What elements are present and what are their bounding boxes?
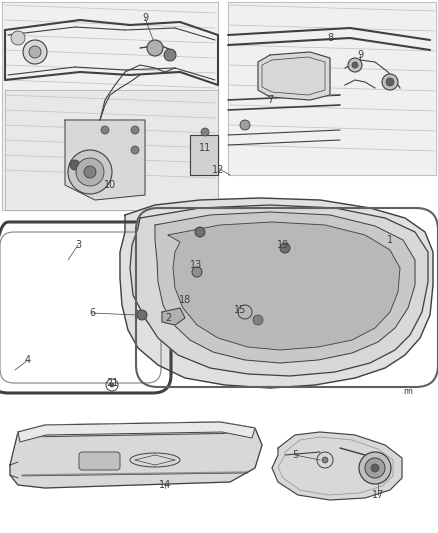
- Circle shape: [68, 150, 112, 194]
- Text: 18: 18: [179, 295, 191, 305]
- Circle shape: [359, 452, 391, 484]
- Circle shape: [322, 457, 328, 463]
- Circle shape: [70, 160, 80, 170]
- Text: 10: 10: [104, 180, 116, 190]
- Circle shape: [84, 166, 96, 178]
- Text: 6: 6: [89, 308, 95, 318]
- Text: nn: nn: [403, 387, 413, 397]
- Circle shape: [101, 126, 109, 134]
- Text: 11: 11: [199, 143, 211, 153]
- Circle shape: [76, 158, 104, 186]
- Circle shape: [137, 310, 147, 320]
- Circle shape: [164, 49, 176, 61]
- Text: 9: 9: [357, 50, 363, 60]
- Text: 9: 9: [142, 13, 148, 23]
- Text: 3: 3: [75, 240, 81, 250]
- Polygon shape: [120, 198, 433, 388]
- Polygon shape: [18, 422, 255, 442]
- Circle shape: [382, 74, 398, 90]
- Polygon shape: [228, 2, 436, 175]
- Circle shape: [280, 243, 290, 253]
- Text: 21: 21: [106, 378, 118, 388]
- Polygon shape: [2, 2, 218, 210]
- Polygon shape: [168, 222, 400, 350]
- Text: 7: 7: [267, 95, 273, 105]
- Circle shape: [240, 120, 250, 130]
- Circle shape: [365, 458, 385, 478]
- Text: 2: 2: [165, 313, 171, 323]
- Circle shape: [348, 58, 362, 72]
- Circle shape: [147, 40, 163, 56]
- Circle shape: [11, 31, 25, 45]
- Text: 19: 19: [277, 240, 289, 250]
- Polygon shape: [190, 135, 218, 175]
- Text: 14: 14: [159, 480, 171, 490]
- Text: 1: 1: [387, 235, 393, 245]
- Text: 12: 12: [212, 165, 224, 175]
- Text: 5: 5: [292, 450, 298, 460]
- Circle shape: [110, 383, 114, 387]
- Polygon shape: [162, 308, 185, 325]
- Circle shape: [131, 146, 139, 154]
- FancyBboxPatch shape: [79, 452, 120, 470]
- Text: 15: 15: [234, 305, 246, 315]
- Text: 4: 4: [25, 355, 31, 365]
- Circle shape: [195, 227, 205, 237]
- Circle shape: [192, 267, 202, 277]
- Circle shape: [23, 40, 47, 64]
- Polygon shape: [155, 212, 415, 363]
- Text: 17: 17: [372, 490, 384, 500]
- Circle shape: [371, 464, 379, 472]
- Circle shape: [201, 128, 209, 136]
- Circle shape: [253, 315, 263, 325]
- Text: 13: 13: [190, 260, 202, 270]
- Circle shape: [352, 62, 358, 68]
- Polygon shape: [65, 120, 145, 200]
- Polygon shape: [258, 52, 330, 100]
- Circle shape: [29, 46, 41, 58]
- Polygon shape: [130, 205, 428, 376]
- Text: 8: 8: [327, 33, 333, 43]
- Circle shape: [386, 78, 394, 86]
- Polygon shape: [5, 90, 218, 210]
- Polygon shape: [10, 422, 262, 488]
- Polygon shape: [272, 432, 402, 500]
- Circle shape: [131, 126, 139, 134]
